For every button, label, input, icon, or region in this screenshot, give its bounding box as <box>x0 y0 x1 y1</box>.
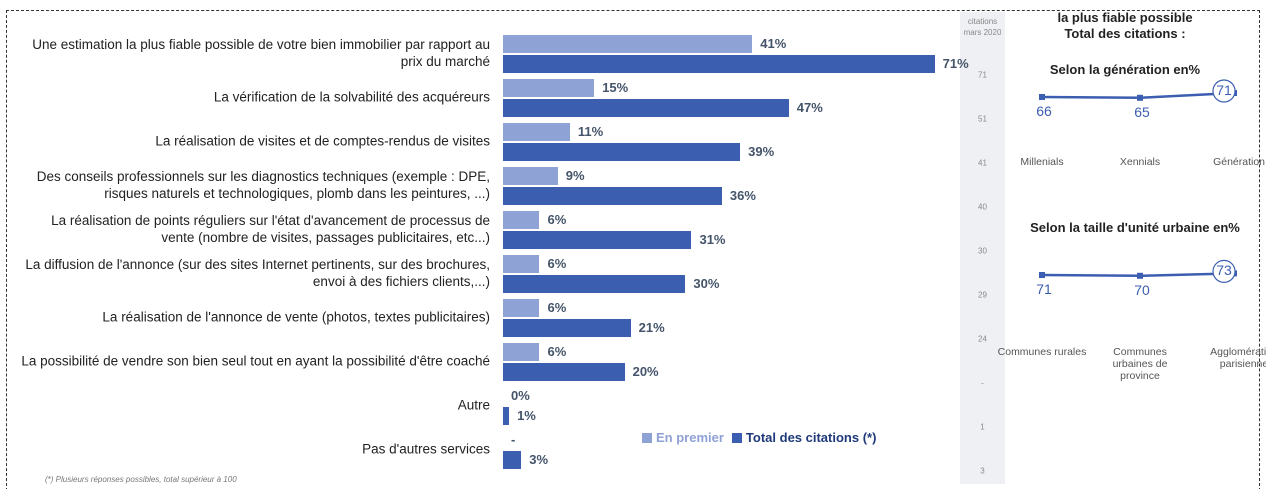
side-value: 71 <box>978 70 987 80</box>
point-label: 71 <box>1216 82 1232 98</box>
category-label: Communes rurales <box>997 346 1087 358</box>
heading: Selon la génération en% <box>1049 62 1201 77</box>
heading: Selon la taille d'unité urbaine en% <box>1030 220 1240 235</box>
category-label: La réalisation de l'annonce de vente (ph… <box>102 309 490 325</box>
bar <box>503 167 558 185</box>
point <box>1137 94 1143 101</box>
bar <box>503 55 935 73</box>
legend-swatch <box>731 433 742 443</box>
highlight-circle <box>1212 259 1236 283</box>
point-label: 71 <box>1036 281 1052 297</box>
category-label: La réalisation de points réguliers sur l… <box>51 213 490 245</box>
bar <box>503 35 753 53</box>
value-label: 6% <box>547 256 567 271</box>
bar <box>503 231 692 249</box>
side-value: 30 <box>978 246 987 256</box>
legend-label: Total des citations (*) <box>745 430 877 445</box>
category-label: Agglomération parisienne <box>1210 346 1266 370</box>
value-label: 0% <box>511 388 530 403</box>
subtitle: Total des citations : <box>1064 26 1186 41</box>
value-label: 20% <box>632 364 659 379</box>
footnote: (*) Plusieurs réponses possibles, total … <box>45 475 237 484</box>
value-label: 39% <box>748 144 775 159</box>
side-value: 1 <box>980 422 985 432</box>
point <box>1137 272 1143 279</box>
value-label: 6% <box>547 212 567 227</box>
bar <box>503 99 789 117</box>
value-label: 15% <box>602 80 629 95</box>
value-label: 6% <box>547 300 567 315</box>
value-label: 11% <box>577 124 604 139</box>
value-label: 6% <box>547 344 567 359</box>
value-label: - <box>511 432 516 447</box>
bar <box>503 407 510 425</box>
highlight-circle <box>1212 79 1236 103</box>
title: la plus fiable possible <box>1057 10 1193 25</box>
value-label: 71% <box>942 56 969 71</box>
side-header: citations mars 2020 <box>963 17 1002 37</box>
bar <box>503 187 722 205</box>
category-label: La diffusion de l'annonce (sur des sites… <box>25 257 490 289</box>
value-label: 47% <box>796 100 823 115</box>
point <box>1039 94 1045 100</box>
bar <box>503 299 540 317</box>
bar <box>503 319 631 337</box>
category-label: Pas d'autres services <box>362 441 490 457</box>
side-value: - <box>981 378 984 388</box>
point <box>1039 272 1045 278</box>
category-label: Millenials <box>1020 156 1064 168</box>
category-label: La vérification de la solvabilité des ac… <box>213 89 490 105</box>
category-label: Génération X <box>1213 156 1266 168</box>
value-label: 1% <box>517 408 536 423</box>
value-label: 31% <box>699 232 726 247</box>
panel-title: la plus fiable possible Total des citatio… <box>1010 10 1240 42</box>
category-label: Xennials <box>1119 156 1161 168</box>
category-label: Des conseils professionnels sur les diag… <box>36 169 490 201</box>
side-value: 51 <box>978 114 987 124</box>
side-column-bg <box>960 12 1005 484</box>
point-label: 73 <box>1216 262 1232 279</box>
side-value: 24 <box>978 334 987 344</box>
bar <box>503 143 741 161</box>
side-value: 41 <box>978 158 987 168</box>
legend-swatch <box>642 433 652 443</box>
value-label: 21% <box>638 320 665 335</box>
bar <box>503 275 686 293</box>
value-label: 36% <box>729 188 756 203</box>
value-label: 9% <box>565 168 585 183</box>
legend-label: En premier <box>656 430 724 445</box>
category-label: La possibilité de vendre son bien seul t… <box>21 353 490 369</box>
category-label: La réalisation de visites et de comptes-… <box>155 133 490 149</box>
bar <box>503 363 625 381</box>
side-value: 29 <box>978 290 987 300</box>
point-label: 66 <box>1036 103 1052 119</box>
frame <box>6 10 1260 489</box>
bar <box>503 79 595 97</box>
bar <box>503 451 522 469</box>
side-value: 40 <box>978 202 987 212</box>
category-label: Communes urbaines de province <box>1112 346 1168 382</box>
value-label: 41% <box>760 36 787 51</box>
value-label: 3% <box>529 452 549 467</box>
category-label: Autre <box>457 397 490 413</box>
side-value: 3 <box>980 466 985 476</box>
bar <box>503 343 540 361</box>
bar <box>503 255 540 273</box>
bar <box>503 211 540 229</box>
value-label: 30% <box>693 276 720 291</box>
category-label: Une estimation la plus fiable possible d… <box>32 37 490 69</box>
point-label: 70 <box>1134 281 1150 298</box>
point-label: 65 <box>1134 103 1150 120</box>
bar <box>503 123 570 141</box>
